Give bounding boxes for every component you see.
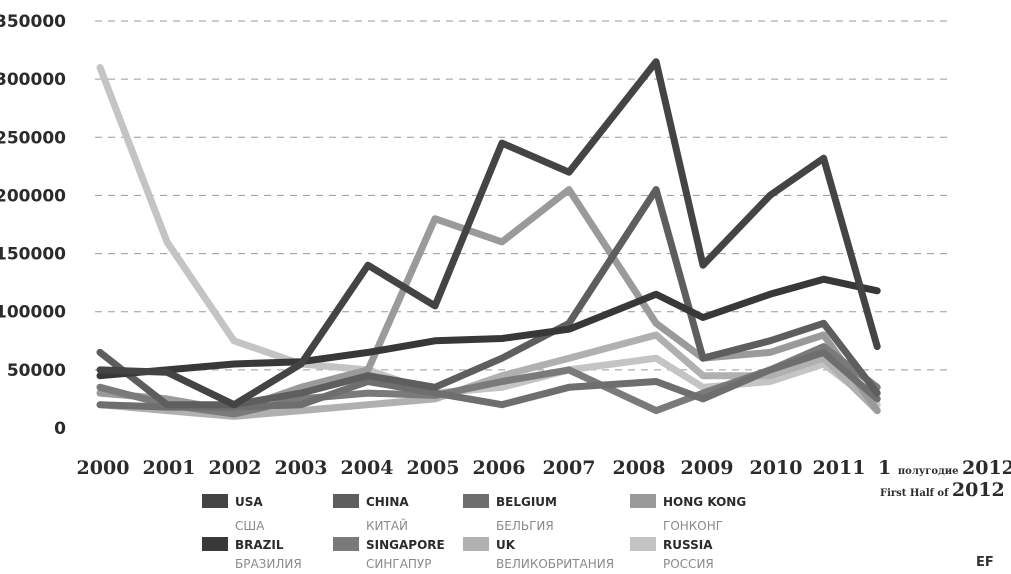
legend-item: CHINA КИТАЙ xyxy=(333,494,409,533)
y-tick-label: 200000 xyxy=(0,186,66,206)
series-line-brazil xyxy=(96,275,881,380)
y-tick-label: 300000 xyxy=(0,70,66,90)
grid-layer xyxy=(95,20,950,371)
legend-swatch xyxy=(630,494,656,508)
x-tick-label: 2003 xyxy=(275,457,328,479)
legend-label-en: CHINA xyxy=(366,495,409,509)
y-tick-label: 350000 xyxy=(0,12,66,32)
y-tick-label: 0 xyxy=(54,419,66,439)
legend-swatch xyxy=(333,537,359,551)
legend-swatch xyxy=(630,537,656,551)
x-axis-ticks: 2000 2001 2002 2003 2004 2005 2006 2007 2008 2009… xyxy=(77,457,1011,501)
legend: USA США CHINA КИТАЙ BELGIUM БЕЛЬГИЯ HONG KONG Г… xyxy=(202,494,746,571)
y-tick-label: 250000 xyxy=(0,128,66,148)
x-tick-label-en: First Half of 2012 xyxy=(880,479,1005,501)
legend-swatch xyxy=(463,494,489,508)
legend-item: BELGIUM БЕЛЬГИЯ xyxy=(463,494,557,533)
legend-label-ru: КИТАЙ xyxy=(366,518,408,533)
x-tick-label: 2011 xyxy=(813,457,866,479)
legend-item: SINGAPORE СИНГАПУР xyxy=(333,537,445,571)
x-tick-label: 2005 xyxy=(407,457,460,479)
legend-item: HONG KONG ГОНКОНГ xyxy=(630,494,746,533)
x-tick-label: 2010 xyxy=(750,457,803,479)
legend-label-en: USA xyxy=(235,495,263,509)
legend-label-en: HONG KONG xyxy=(663,495,746,509)
watermark: EF xyxy=(976,555,994,570)
legend-item: UK ВЕЛИКОБРИТАНИЯ xyxy=(463,537,614,571)
x-tick-label: 2004 xyxy=(341,457,394,479)
legend-label-ru: БРАЗИЛИЯ xyxy=(235,557,302,571)
y-axis-ticks: 0 50000 100000 150000 200000 250000 300000 3500… xyxy=(0,12,66,439)
legend-swatch xyxy=(202,494,228,508)
x-tick-label: 1 полугодие 2012 xyxy=(878,457,1011,479)
series-line-usa xyxy=(96,58,881,409)
x-tick-label: 2000 xyxy=(77,457,130,479)
x-tick-label: 2008 xyxy=(613,457,666,479)
legend-item: USA США xyxy=(202,494,265,533)
legend-label-en: SINGAPORE xyxy=(366,538,445,552)
legend-label-ru: ВЕЛИКОБРИТАНИЯ xyxy=(496,557,614,571)
legend-label-ru: ГОНКОНГ xyxy=(663,519,723,533)
legend-label-ru: США xyxy=(235,519,265,533)
y-tick-label: 100000 xyxy=(0,303,66,323)
legend-item: RUSSIA РОССИЯ xyxy=(630,537,714,571)
x-tick-part: 1 xyxy=(878,457,898,479)
x-tick-part: First Half of xyxy=(880,488,952,499)
legend-label-ru: СИНГАПУР xyxy=(366,557,431,571)
legend-label-en: RUSSIA xyxy=(663,538,713,552)
x-tick-label: 2001 xyxy=(143,457,196,479)
legend-label-ru: БЕЛЬГИЯ xyxy=(496,519,554,533)
x-tick-label: 2007 xyxy=(543,457,596,479)
legend-label-en: BRAZIL xyxy=(235,538,284,552)
legend-item: BRAZIL БРАЗИЛИЯ xyxy=(202,537,302,571)
series-lines xyxy=(96,58,881,420)
legend-label-ru: РОССИЯ xyxy=(663,557,714,571)
x-tick-part: полугодие xyxy=(898,466,962,477)
y-tick-label: 50000 xyxy=(7,361,66,381)
legend-label-en: BELGIUM xyxy=(496,495,557,509)
series-line-russia xyxy=(96,64,881,409)
legend-swatch xyxy=(463,537,489,551)
legend-swatch xyxy=(333,494,359,508)
legend-label-en: UK xyxy=(496,538,516,552)
x-tick-label: 2009 xyxy=(681,457,734,479)
x-tick-part: 2012 xyxy=(952,479,1005,501)
legend-swatch xyxy=(202,537,228,551)
y-tick-label: 150000 xyxy=(0,245,66,265)
x-tick-part: 2012 xyxy=(962,457,1011,479)
x-tick-label: 2006 xyxy=(473,457,526,479)
x-tick-label: 2002 xyxy=(209,457,262,479)
